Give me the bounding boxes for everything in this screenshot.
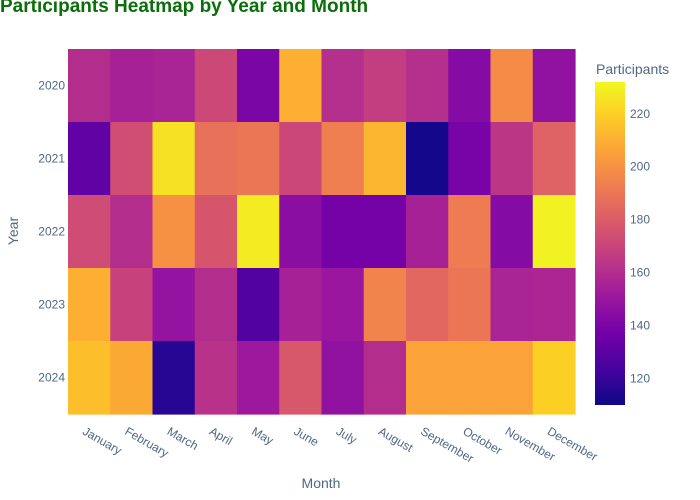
heatmap-cell-2023-august [363,268,407,342]
colorbar-tick-label: 180 [630,213,650,227]
colorbar: Participants 120 140 160 180 200 220 [595,61,669,405]
colorbar-title: Participants [596,61,669,77]
heatmap-cell-2022-december [532,195,576,269]
x-tick-label: July [334,424,359,447]
heatmap-cell-2024-june [279,341,323,415]
heatmap-cell-2020-october [448,49,492,123]
heatmap-cell-2020-january [68,49,111,123]
heatmap-cell-2022-june [279,195,323,269]
heatmap-cell-2020-april [194,49,238,123]
colorbar-ticks: 120 140 160 180 200 220 [630,107,650,386]
x-tick-label: August [376,424,416,455]
heatmap-cell-2023-june [279,268,323,342]
y-axis-ticks: 2020 2021 2022 2023 2024 [38,79,65,385]
heatmap-cell-2024-january [68,341,111,415]
heatmap-cell-2021-march [152,122,196,196]
chart-title: Participants Heatmap by Year and Month [0,0,369,17]
heatmap-cells [68,49,576,415]
colorbar-gradient [595,82,625,405]
heatmap-cell-2023-december [532,268,576,342]
heatmap-cell-2020-june [279,49,323,123]
y-axis-label: Year [5,217,21,246]
heatmap-cell-2023-january [68,268,111,342]
y-tick-label: 2024 [38,371,65,385]
x-tick-label: February [122,424,171,460]
heatmap-cell-2022-february [110,195,154,269]
heatmap-cell-2024-september [406,341,449,415]
heatmap-cell-2020-may [237,49,280,123]
heatmap-cell-2020-march [152,49,196,123]
heatmap-cell-2022-may [237,195,280,269]
x-tick-label: June [291,424,321,449]
heatmap-cell-2022-november [490,195,534,269]
heatmap-cell-2024-may [237,341,280,415]
heatmap-cell-2024-august [363,341,407,415]
y-tick-label: 2021 [38,152,65,166]
heatmap-cell-2024-april [194,341,238,415]
heatmap-cell-2021-april [194,122,238,196]
y-tick-label: 2022 [38,225,65,239]
heatmap-cell-2020-august [363,49,407,123]
heatmap-cell-2024-july [321,341,365,415]
colorbar-tick-label: 220 [630,107,650,121]
y-tick-label: 2020 [38,79,65,93]
x-axis-label: Month [302,475,341,491]
heatmap-cell-2022-october [448,195,492,269]
heatmap-cell-2023-november [490,268,534,342]
heatmap-cell-2024-november [490,341,534,415]
heatmap-cell-2024-december [532,341,576,415]
heatmap-cell-2023-may [237,268,280,342]
x-tick-label: January [80,424,124,457]
heatmap-cell-2024-february [110,341,154,415]
colorbar-tick-label: 120 [630,372,650,386]
heatmap-cell-2022-january [68,195,111,269]
heatmap-cell-2021-august [363,122,407,196]
heatmap-cell-2020-july [321,49,365,123]
y-tick-label: 2023 [38,298,65,312]
heatmap-cell-2021-june [279,122,323,196]
heatmap-cell-2023-april [194,268,238,342]
colorbar-tick-label: 160 [630,266,650,280]
heatmap-cell-2022-august [363,195,407,269]
x-tick-label: April [207,424,235,448]
heatmap-cell-2023-october [448,268,492,342]
heatmap-cell-2020-november [490,49,534,123]
heatmap-cell-2024-march [152,341,196,415]
heatmap-cell-2023-september [406,268,449,342]
heatmap-cell-2021-january [68,122,111,196]
heatmap-cell-2023-july [321,268,365,342]
heatmap-cell-2021-september [406,122,449,196]
heatmap-cell-2021-december [532,122,576,196]
heatmap-cell-2022-march [152,195,196,269]
heatmap-cell-2021-october [448,122,492,196]
x-tick-label: May [249,424,276,447]
heatmap-cell-2021-may [237,122,280,196]
heatmap-cell-2023-february [110,268,154,342]
heatmap-cell-2022-april [194,195,238,269]
colorbar-tick-label: 140 [630,319,650,333]
heatmap-cell-2021-february [110,122,154,196]
heatmap-cell-2022-july [321,195,365,269]
heatmap-cell-2020-december [532,49,576,123]
heatmap-cell-2021-november [490,122,534,196]
heatmap-cell-2022-september [406,195,449,269]
heatmap-cell-2024-october [448,341,492,415]
colorbar-tick-label: 200 [630,160,650,174]
heatmap-cell-2020-february [110,49,154,123]
heatmap-cell-2023-march [152,268,196,342]
heatmap-cell-2020-september [406,49,449,123]
heatmap-cell-2021-july [321,122,365,196]
